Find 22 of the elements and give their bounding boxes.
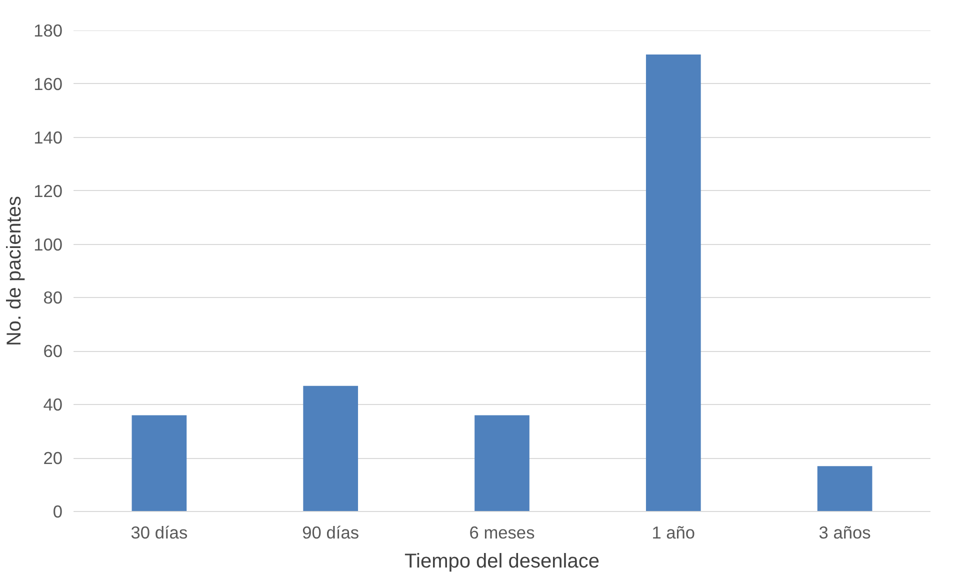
x-tick-label: 30 días	[130, 522, 188, 542]
y-tick-label: 140	[34, 127, 63, 148]
y-tick-label: 180	[34, 20, 63, 40]
x-tick-label: 6 meses	[469, 522, 536, 542]
bar	[817, 466, 872, 512]
bar	[303, 386, 358, 512]
x-tick-label: 1 año	[652, 522, 696, 542]
x-tick-label: 3 años	[818, 522, 872, 542]
y-tick-label: 120	[34, 180, 63, 201]
y-tick-label: 20	[43, 448, 63, 468]
y-tick-label: 60	[43, 341, 63, 362]
x-axis-title: Tiempo del desenlace	[404, 550, 600, 572]
y-tick-label: 160	[34, 74, 63, 94]
y-tick-label: 80	[43, 288, 63, 308]
y-axis-title: No. de pacientes	[4, 196, 26, 346]
x-tick-label: 90 días	[302, 522, 360, 542]
bar	[132, 415, 187, 512]
y-tick-label: 100	[34, 234, 63, 254]
bar	[646, 54, 701, 512]
y-tick-label: 0	[52, 502, 63, 522]
y-tick-label: 40	[43, 394, 63, 415]
bar	[474, 415, 530, 512]
